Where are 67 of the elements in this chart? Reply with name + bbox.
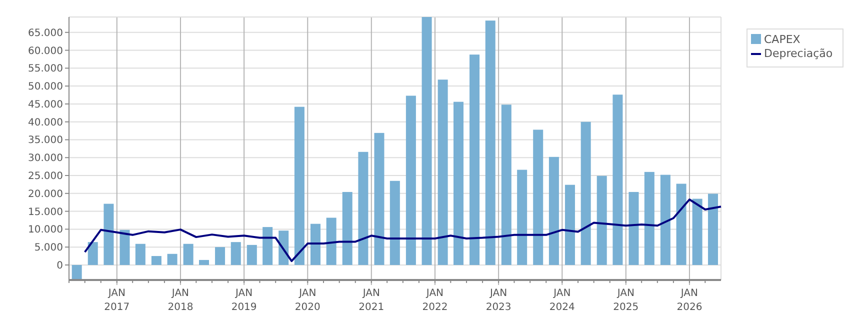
bar <box>501 104 512 265</box>
y-tick-label: 10.000 <box>28 224 63 236</box>
bar <box>580 122 591 265</box>
x-tick-label: JAN 2024 <box>549 288 575 313</box>
line-series <box>84 198 722 262</box>
bar <box>72 264 82 280</box>
y-tick-label: 55.000 <box>28 64 63 75</box>
y-tick-label: 15.000 <box>28 206 63 218</box>
x-tick-label: JAN 2022 <box>422 288 448 313</box>
bar <box>660 174 670 265</box>
bar <box>438 80 448 265</box>
bar <box>88 242 98 265</box>
bar <box>708 194 718 265</box>
bar <box>533 130 544 265</box>
bar <box>262 227 273 265</box>
y-tick-label: 65.000 <box>28 28 63 39</box>
bar <box>596 176 607 265</box>
bar <box>422 17 432 265</box>
x-tick-label: JAN 2025 <box>613 288 639 313</box>
bar <box>692 198 702 265</box>
bar <box>167 254 178 265</box>
y-tick-label: 35.000 <box>28 135 63 146</box>
y-tick-label: 0 <box>56 260 63 272</box>
y-tick-label: 45.000 <box>28 99 63 110</box>
bar <box>104 204 114 265</box>
bar <box>310 224 320 265</box>
legend-label: Depreciação <box>764 46 833 60</box>
bar <box>470 54 480 265</box>
y-tick-label: 30.000 <box>28 153 63 164</box>
bar <box>628 192 639 265</box>
y-tick-label: 50.000 <box>28 82 63 93</box>
x-tick-label: JAN 2018 <box>168 288 194 313</box>
y-tick-label: 25.000 <box>28 171 63 182</box>
x-tick-label: JAN 2026 <box>676 288 702 313</box>
bar <box>374 132 384 265</box>
bar <box>151 256 162 265</box>
bar <box>326 218 336 265</box>
bar <box>342 192 352 265</box>
bar <box>406 96 416 265</box>
bar <box>183 244 194 265</box>
bar <box>390 180 400 265</box>
bar <box>548 156 559 265</box>
y-tick-label: 20.000 <box>28 188 63 200</box>
bar <box>199 260 209 265</box>
x-tick-label: JAN 2023 <box>486 288 512 313</box>
bar <box>612 94 623 265</box>
x-tick-label: JAN 2017 <box>104 288 130 313</box>
bar <box>644 172 654 265</box>
legend-label: CAPEX <box>764 32 801 46</box>
y-tick-label: 5.000 <box>34 242 63 254</box>
bar <box>215 247 226 265</box>
bar <box>358 152 368 265</box>
bar <box>564 184 575 265</box>
bar <box>676 184 686 265</box>
bar <box>485 20 496 265</box>
bar <box>230 242 241 265</box>
bar <box>120 230 130 265</box>
x-tick-label: JAN 2020 <box>294 288 320 313</box>
bar <box>517 170 528 265</box>
bar <box>453 102 464 265</box>
y-tick-label: 60.000 <box>28 46 63 57</box>
x-tick-label: JAN 2019 <box>231 288 257 313</box>
bar <box>135 244 146 265</box>
y-tick-label: 40.000 <box>28 117 63 128</box>
bar <box>246 244 257 265</box>
bar <box>294 106 304 265</box>
x-tick-label: JAN 2021 <box>358 288 384 313</box>
